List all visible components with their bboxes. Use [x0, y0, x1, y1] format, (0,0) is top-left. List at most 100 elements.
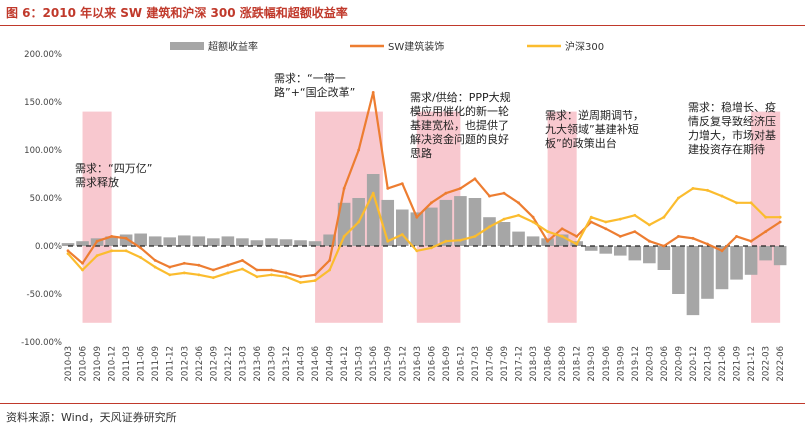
data-point: [604, 220, 608, 224]
excess-bar: [512, 231, 525, 246]
data-point: [473, 177, 477, 181]
data-point: [764, 230, 768, 234]
excess-bar: [425, 207, 438, 246]
annotation-text: 需求：稳增长、疫: [688, 100, 776, 114]
data-point: [488, 225, 491, 229]
data-point: [546, 239, 550, 243]
data-point: [662, 215, 666, 219]
data-point: [357, 220, 361, 224]
x-tick-label: 2011-03: [122, 346, 132, 382]
x-tick-label: 2017-03: [471, 346, 481, 382]
data-point: [589, 220, 593, 224]
x-tick-label: 2019-12: [631, 346, 641, 382]
data-point: [81, 261, 84, 265]
data-point: [197, 263, 201, 267]
excess-bar: [759, 246, 772, 261]
data-point: [110, 249, 114, 253]
data-point: [589, 215, 593, 219]
excess-bar: [686, 246, 700, 316]
y-tick-label: -100.00%: [21, 338, 62, 348]
excess-bar: [134, 233, 147, 246]
x-tick-label: 2017-12: [515, 346, 525, 382]
excess-bar: [177, 235, 191, 246]
data-point: [444, 191, 448, 195]
data-point: [241, 259, 244, 262]
x-tick-label: 2021-06: [718, 346, 728, 382]
x-tick-label: 2011-06: [137, 346, 147, 382]
annotation-text: 路”+“国企改革”: [274, 85, 355, 99]
series-line: [67, 91, 781, 278]
x-tick-label: 2018-03: [529, 346, 539, 382]
data-point: [502, 191, 506, 195]
data-point: [749, 201, 753, 205]
excess-bar: [236, 238, 249, 246]
excess-bar: [526, 236, 540, 246]
excess-bar: [294, 240, 307, 246]
annotation-text: 模应用催化的新一轮: [410, 104, 509, 118]
data-point: [211, 276, 215, 280]
data-point: [371, 91, 375, 94]
excess-bar: [672, 246, 685, 294]
x-tick-label: 2017-09: [500, 346, 510, 382]
data-point: [168, 265, 172, 269]
data-point: [226, 271, 230, 275]
x-tick-label: 2018-12: [573, 346, 583, 382]
excess-bar: [265, 238, 278, 246]
data-point: [182, 261, 186, 265]
data-point: [371, 191, 375, 195]
excess-bar: [744, 246, 758, 275]
data-point: [429, 201, 433, 205]
source-rule: [0, 403, 805, 404]
x-tick-label: 2015-09: [384, 346, 394, 382]
excess-bar: [773, 246, 787, 266]
data-point: [66, 252, 70, 256]
x-tick-label: 2016-12: [456, 346, 466, 382]
x-tick-label: 2010-03: [64, 346, 74, 382]
data-point: [488, 194, 491, 198]
x-tick-label: 2014-12: [340, 346, 350, 382]
excess-bar: [584, 246, 598, 251]
x-tick-label: 2019-06: [602, 346, 612, 382]
x-tick-label: 2012-12: [224, 346, 234, 382]
data-point: [444, 239, 448, 243]
excess-bar: [555, 234, 569, 246]
y-tick-label: 200.00%: [24, 50, 62, 60]
legend-label: SW建筑装饰: [388, 40, 444, 53]
x-tick-label: 2022-03: [762, 346, 772, 382]
data-point: [633, 230, 637, 234]
x-tick-label: 2022-06: [776, 346, 786, 382]
data-point: [255, 275, 259, 279]
data-point: [429, 246, 433, 250]
data-point: [575, 242, 579, 246]
y-tick-label: 100.00%: [24, 146, 62, 156]
data-point: [182, 271, 186, 275]
data-point: [95, 239, 99, 243]
excess-bar: [468, 198, 482, 246]
x-tick-label: 2016-03: [413, 346, 423, 382]
x-tick-label: 2021-09: [733, 346, 743, 382]
data-point: [357, 148, 361, 152]
data-point: [531, 220, 535, 224]
data-point: [313, 273, 317, 277]
excess-bar: [279, 239, 293, 246]
data-point: [95, 254, 99, 257]
x-tick-label: 2020-12: [689, 346, 699, 382]
x-tick-label: 2017-06: [485, 346, 495, 382]
x-tick-label: 2015-12: [398, 346, 408, 382]
data-point: [342, 187, 346, 190]
annotation-text: 需求释放: [75, 175, 119, 189]
data-point: [168, 273, 172, 277]
annotation-text: 需求：“一带一: [274, 72, 346, 85]
x-tick-label: 2015-06: [369, 346, 379, 382]
data-point: [400, 182, 404, 186]
x-tick-label: 2020-03: [645, 346, 655, 382]
data-point: [386, 187, 390, 190]
x-tick-label: 2012-03: [180, 346, 190, 382]
legend-label: 超额收益率: [208, 40, 258, 53]
data-point: [459, 187, 462, 190]
x-tick-label: 2014-06: [311, 346, 321, 382]
legend-swatch: [170, 42, 204, 50]
data-point: [153, 265, 157, 269]
data-point: [778, 215, 782, 219]
excess-bar: [483, 217, 496, 246]
